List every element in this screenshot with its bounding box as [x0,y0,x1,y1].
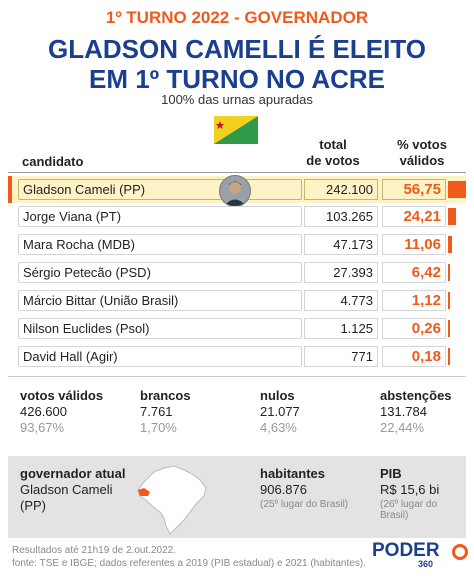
stat-valid-votes: votos válidos 426.600 93,67% [20,388,104,435]
kicker-title: 1º TURNO 2022 - GOVERNADOR [105,8,369,27]
acre-flag-icon [214,116,258,144]
candidate-pct: 24,21 [382,206,446,227]
poder360-logo: PODER 360 [372,540,468,569]
table-row: Márcio Bittar (União Brasil) 4.773 1,12 [8,287,466,314]
table-row: David Hall (Agir) 771 0,18 [8,343,466,370]
governor-name: Gladson Cameli [20,482,113,497]
stat-null-votes: nulos 21.077 4,63% [260,388,300,435]
pct-bar [448,236,452,253]
candidate-pct: 1,12 [382,290,446,311]
population-label: habitantes [260,466,326,481]
candidate-votes: 1.125 [304,318,378,339]
candidate-votes: 47.173 [304,234,378,255]
column-header-total-votes: total de votos [306,137,360,168]
pct-bar [448,320,450,337]
headline-line-1: GLADSON CAMELLI É ELEITO [48,34,426,64]
candidate-pct: 0,18 [382,346,446,367]
candidate-name: Gladson Cameli (PP) [18,179,302,200]
section-divider [8,376,466,377]
candidate-name: Mara Rocha (MDB) [18,234,302,255]
candidate-votes: 4.773 [304,290,378,311]
pct-bar [448,181,466,198]
population-rank: (25º lugar do Brasil) [260,499,349,510]
table-row-winner: Gladson Cameli (PP) 242.100 56,75 [8,175,466,207]
winner-marker [8,176,12,203]
headline-line-2: EM 1º TURNO NO ACRE [89,64,385,94]
pct-bar [448,264,450,281]
candidate-votes: 103.265 [304,206,378,227]
candidate-name: Sérgio Petecão (PSD) [18,262,302,283]
candidate-pct: 56,75 [382,179,446,200]
table-row: Nilson Euclides (Psol) 1.125 0,26 [8,315,466,342]
brazil-map-icon [137,465,207,535]
gdp-value: R$ 15,6 bi [380,482,440,497]
table-row: Mara Rocha (MDB) 47.173 11,06 [8,231,466,258]
logo-ring-icon [452,544,468,560]
governor-label: governador atual [20,466,126,481]
header-divider [8,172,466,173]
table-row: Jorge Viana (PT) 103.265 24,21 [8,203,466,230]
stat-blank-votes: brancos 7.761 1,70% [140,388,191,435]
candidate-name: David Hall (Agir) [18,346,302,367]
candidate-pct: 0,26 [382,318,446,339]
candidate-pct: 6,42 [382,262,446,283]
candidate-votes: 242.100 [304,179,378,200]
gdp-rank: (26º lugar do Brasil) [380,499,438,521]
table-row: Sérgio Petecão (PSD) 27.393 6,42 [8,259,466,286]
candidate-name: Márcio Bittar (União Brasil) [18,290,302,311]
pct-bar [448,292,450,309]
gdp-label: PIB [380,466,402,481]
source-footer: Resultados até 21h19 de 2.out.2022. font… [12,545,366,569]
pct-bar [448,208,456,225]
person-icon [220,176,250,206]
headline: GLADSON CAMELLI É ELEITO EM 1º TURNO NO … [0,34,474,94]
pct-bar [448,348,450,365]
candidate-votes: 27.393 [304,262,378,283]
population-value: 906.876 [260,482,307,497]
candidate-pct: 11,06 [382,234,446,255]
candidate-votes: 771 [304,346,378,367]
subhead: 100% das urnas apuradas [161,92,313,107]
stat-abstentions: abstenções 131.784 22,44% [380,388,452,435]
column-header-valid-pct: % votos válidos [397,137,447,168]
column-header-candidate: candidato [22,154,84,169]
candidate-name: Nilson Euclides (Psol) [18,318,302,339]
state-info-panel: governador atual Gladson Cameli (PP) hab… [8,456,466,538]
candidate-photo-avatar [219,175,251,207]
candidate-name: Jorge Viana (PT) [18,206,302,227]
governor-party: (PP) [20,498,46,513]
